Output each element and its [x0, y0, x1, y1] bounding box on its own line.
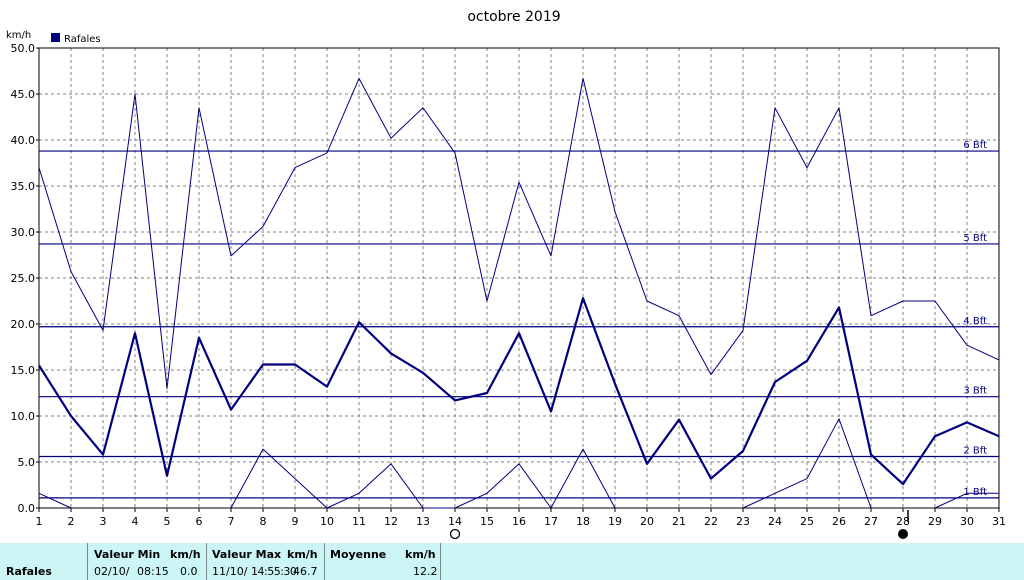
summary-table: Rafales Valeur Min km/h 02/10/ 08:15 0.0… [0, 543, 1024, 580]
mean-unit: km/h [405, 548, 436, 561]
x-tick-label: 11 [352, 515, 366, 528]
x-tick-label: 12 [384, 515, 398, 528]
x-tick-label: 15 [480, 515, 494, 528]
y-tick-label: 10.0 [11, 410, 36, 423]
mean-value: 12.2 [413, 565, 438, 578]
mean-header: Moyenne [330, 548, 387, 561]
new-moon-icon [898, 529, 908, 539]
max-header: Valeur Max [212, 548, 282, 561]
x-tick-label: 9 [292, 515, 299, 528]
x-tick-label: 29 [928, 515, 942, 528]
x-tick-label: 10 [320, 515, 334, 528]
x-tick-label: 2 [68, 515, 75, 528]
x-tick-label: 26 [832, 515, 846, 528]
gust-chart: octobre 2019 km/h Rafales 1 Bft 2 Bft 3 Bf… [6, 9, 1006, 540]
x-tick-label: 8 [260, 515, 267, 528]
x-tick-label: 28 [896, 515, 910, 528]
min-value: 0.0 [180, 565, 198, 578]
beaufort-label: 4 Bft [963, 316, 987, 327]
y-tick-label: 5.0 [18, 456, 36, 469]
x-tick-label: 20 [640, 515, 654, 528]
series-line-min [934, 492, 999, 509]
y-tick-label: 15.0 [11, 364, 36, 377]
beaufort-label: 5 Bft [963, 233, 987, 244]
x-tick-label: 22 [704, 515, 718, 528]
max-unit: km/h [287, 548, 318, 561]
series-line-max [38, 77, 1000, 389]
x-tick-label: 13 [416, 515, 430, 528]
x-tick-label: 31 [992, 515, 1006, 528]
series-line-mean [38, 297, 1000, 486]
x-tick-label: 21 [672, 515, 686, 528]
y-axis-unit: km/h [6, 30, 31, 41]
y-tick-label: 0.0 [18, 502, 36, 515]
x-tick-label: 30 [960, 515, 974, 528]
y-tick-label: 30.0 [11, 226, 36, 239]
x-tick-label: 6 [196, 515, 203, 528]
x-tick-label: 1 [36, 515, 43, 528]
summary-row-label: Rafales [6, 565, 52, 578]
min-date: 02/10/ [94, 565, 130, 578]
series-line-min [742, 418, 872, 509]
x-tick-label: 19 [608, 515, 622, 528]
y-tick-label: 25.0 [11, 272, 36, 285]
series-line-min [38, 492, 72, 509]
x-tick-label: 27 [864, 515, 878, 528]
chart-title: octobre 2019 [467, 9, 560, 25]
y-tick-label: 45.0 [11, 88, 36, 101]
x-tick-label: 18 [576, 515, 590, 528]
max-value: 46.7 [293, 565, 318, 578]
legend-label: Rafales [64, 34, 101, 45]
y-tick-label: 20.0 [11, 318, 36, 331]
x-tick-label: 14 [448, 515, 462, 528]
legend-swatch [51, 33, 60, 42]
min-header: Valeur Min [94, 548, 161, 561]
max-time: 14:55:30 [251, 565, 297, 578]
x-tick-label: 7 [228, 515, 235, 528]
y-tick-label: 40.0 [11, 134, 36, 147]
x-tick-label: 23 [736, 515, 750, 528]
x-tick-label: 4 [132, 515, 139, 528]
x-tick-label: 3 [100, 515, 107, 528]
x-tick-label: 5 [164, 515, 171, 528]
x-tick-label: 25 [800, 515, 814, 528]
beaufort-label: 6 Bft [963, 140, 987, 151]
beaufort-label: 2 Bft [963, 445, 987, 456]
beaufort-label: 1 Bft [963, 487, 987, 498]
x-tick-label: 17 [544, 515, 558, 528]
beaufort-label: 3 Bft [963, 386, 987, 397]
max-date: 11/10/ [212, 565, 248, 578]
min-time: 08:15 [137, 565, 169, 578]
x-tick-label: 24 [768, 515, 782, 528]
min-unit: km/h [170, 548, 201, 561]
full-moon-icon [449, 528, 461, 540]
x-tick-label: 16 [512, 515, 526, 528]
y-tick-label: 35.0 [11, 180, 36, 193]
y-tick-label: 50.0 [11, 42, 36, 55]
